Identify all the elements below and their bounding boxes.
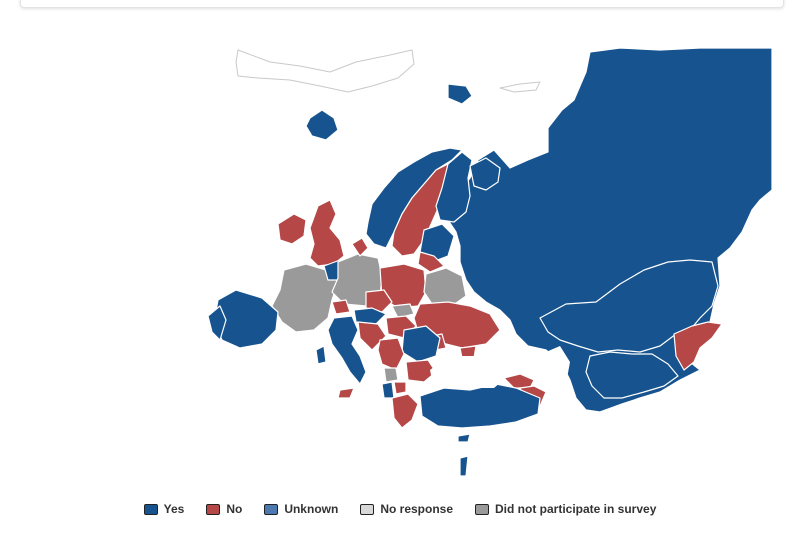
region-bulgaria[interactable] [405,359,437,383]
region-switzerland[interactable] [331,299,351,315]
region-denmark[interactable] [351,237,369,257]
region-central-asia[interactable] [585,351,679,399]
region-portugal[interactable] [207,305,227,341]
legend-label-unknown: Unknown [284,502,339,516]
region-greece[interactable] [391,393,419,429]
map-svg [207,47,773,477]
region-greenland[interactable] [235,49,415,93]
legend-item-yes[interactable]: Yes [143,502,185,516]
region-bosnia-serbia[interactable] [377,337,405,371]
top-panel [20,0,784,8]
legend-item-not-participated[interactable]: Did not participate in survey [475,502,656,516]
region-kazakhstan[interactable] [539,259,719,353]
region-united-kingdom[interactable] [309,199,345,267]
region-svalbard-east[interactable] [499,81,541,93]
black-sea [430,356,508,388]
legend-item-unknown[interactable]: Unknown [264,502,338,516]
region-austria[interactable] [353,307,387,325]
legend-label-no: No [226,502,243,516]
legend: Yes No Unknown No response Did not parti… [0,500,800,518]
legend-label-yes: Yes [163,502,185,516]
region-sicily[interactable] [337,387,355,399]
region-lithuania[interactable] [417,251,445,273]
europe-map [0,40,800,490]
region-svalbard-west[interactable] [447,83,473,105]
region-georgia[interactable] [503,373,535,389]
region-finland[interactable] [435,151,473,223]
legend-label-no-response: No response [380,502,453,516]
region-norway[interactable] [365,147,463,249]
legend-swatch-yes [143,503,158,515]
region-sardinia[interactable] [315,345,327,365]
legend-swatch-no [206,503,221,515]
region-ireland[interactable] [277,213,307,245]
legend-item-no-response[interactable]: No response [360,502,453,516]
legend-swatch-unknown [264,503,279,515]
legend-swatch-not-participated [475,503,489,515]
legend-item-no[interactable]: No [206,502,242,516]
region-turkey[interactable] [419,383,541,429]
region-karelia-coast[interactable] [469,157,501,191]
region-france[interactable] [271,263,339,333]
region-czechia[interactable] [365,289,393,313]
region-north-macedonia[interactable] [393,381,407,395]
region-cyprus[interactable] [457,433,471,443]
legend-label-not-participated: Did not participate in survey [495,502,657,516]
legend-swatch-no-response [360,503,375,515]
region-iceland[interactable] [305,109,339,141]
region-belarus[interactable] [423,267,467,307]
region-montenegro-kosovo[interactable] [383,367,399,383]
region-albania[interactable] [381,381,395,399]
caspian-sea [546,346,570,394]
region-italy[interactable] [327,315,367,385]
region-slovakia[interactable] [391,303,415,319]
region-east-kazakhstan[interactable] [673,321,723,371]
region-south-islet[interactable] [459,455,469,477]
